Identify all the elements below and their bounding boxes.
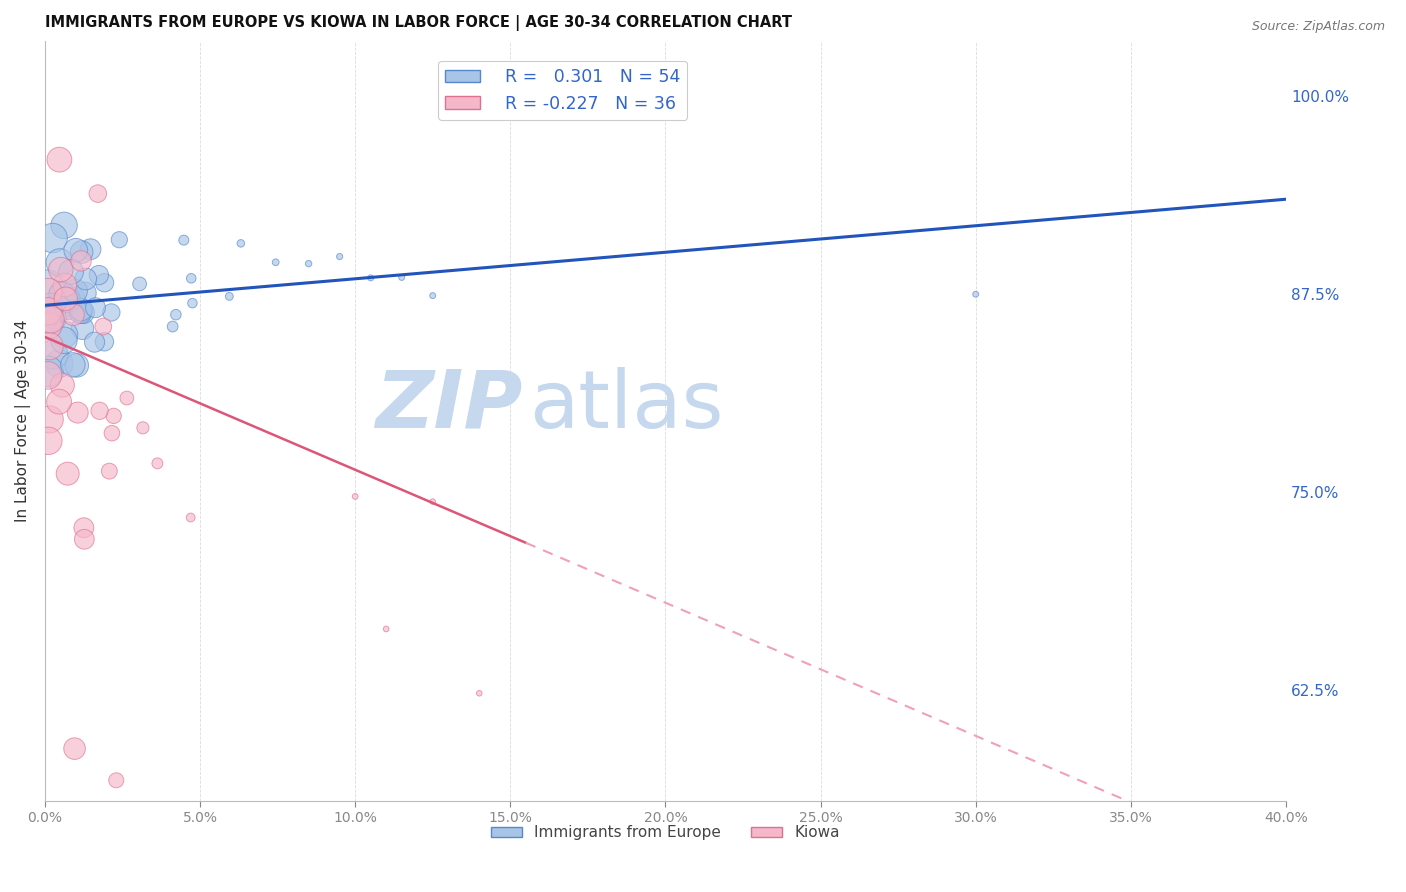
Point xyxy=(162,319,184,334)
Point xyxy=(375,622,398,636)
Point xyxy=(75,286,97,301)
Point xyxy=(48,394,70,409)
Point xyxy=(84,301,107,315)
Point xyxy=(42,347,65,361)
Point xyxy=(101,426,124,441)
Point xyxy=(146,456,169,470)
Point xyxy=(65,244,87,258)
Point xyxy=(422,494,444,508)
Text: ZIP: ZIP xyxy=(375,367,523,445)
Point xyxy=(132,421,155,435)
Point xyxy=(180,271,202,285)
Point xyxy=(75,272,97,286)
Point xyxy=(93,334,115,349)
Point xyxy=(37,309,59,323)
Point xyxy=(39,301,62,315)
Point xyxy=(173,233,195,247)
Point xyxy=(87,268,110,282)
Point xyxy=(63,741,86,756)
Point xyxy=(62,308,84,322)
Text: IMMIGRANTS FROM EUROPE VS KIOWA IN LABOR FORCE | AGE 30-34 CORRELATION CHART: IMMIGRANTS FROM EUROPE VS KIOWA IN LABOR… xyxy=(45,15,792,31)
Point xyxy=(48,153,70,167)
Point xyxy=(37,364,59,378)
Point xyxy=(53,278,76,293)
Point xyxy=(229,236,252,251)
Text: atlas: atlas xyxy=(529,367,723,445)
Point xyxy=(391,270,413,285)
Point xyxy=(115,391,138,405)
Point xyxy=(52,333,75,347)
Point xyxy=(72,305,94,319)
Point xyxy=(360,271,382,285)
Point xyxy=(56,300,79,314)
Point xyxy=(89,404,111,418)
Point xyxy=(37,285,59,299)
Point xyxy=(128,277,150,291)
Point xyxy=(70,302,93,317)
Point xyxy=(38,339,60,353)
Point xyxy=(422,288,444,302)
Point xyxy=(105,773,128,788)
Point xyxy=(344,490,367,504)
Point xyxy=(180,510,202,524)
Point xyxy=(93,276,115,290)
Point xyxy=(51,378,73,392)
Point xyxy=(37,316,59,330)
Point xyxy=(56,467,79,481)
Point xyxy=(38,412,60,426)
Point xyxy=(108,233,131,247)
Point xyxy=(60,265,83,279)
Point xyxy=(56,293,79,307)
Legend: Immigrants from Europe, Kiowa: Immigrants from Europe, Kiowa xyxy=(485,819,846,847)
Point xyxy=(66,359,89,373)
Point xyxy=(218,289,240,303)
Point xyxy=(51,288,73,302)
Point xyxy=(79,242,101,256)
Point xyxy=(62,293,84,307)
Point xyxy=(965,287,987,301)
Y-axis label: In Labor Force | Age 30-34: In Labor Force | Age 30-34 xyxy=(15,319,31,522)
Point xyxy=(45,301,67,316)
Point xyxy=(41,311,63,326)
Text: Source: ZipAtlas.com: Source: ZipAtlas.com xyxy=(1251,20,1385,33)
Point xyxy=(73,521,96,535)
Point xyxy=(91,319,114,334)
Point xyxy=(37,318,59,333)
Point xyxy=(55,292,77,306)
Point xyxy=(37,278,59,293)
Point xyxy=(37,434,59,448)
Point xyxy=(297,257,319,271)
Point xyxy=(49,255,72,269)
Point xyxy=(53,219,76,233)
Point xyxy=(49,262,72,277)
Point xyxy=(70,253,93,268)
Point xyxy=(51,287,73,301)
Point xyxy=(37,304,59,318)
Point xyxy=(48,357,70,371)
Point xyxy=(87,186,110,201)
Point xyxy=(468,686,491,700)
Point xyxy=(100,305,122,319)
Point xyxy=(98,464,121,478)
Point xyxy=(70,245,93,260)
Point xyxy=(165,308,187,322)
Point xyxy=(53,327,76,342)
Point xyxy=(83,335,105,350)
Point xyxy=(37,368,59,383)
Point xyxy=(103,409,125,423)
Point xyxy=(73,533,96,547)
Point xyxy=(62,358,84,372)
Point xyxy=(69,305,91,319)
Point xyxy=(329,250,352,264)
Point xyxy=(41,231,63,245)
Point xyxy=(65,284,87,298)
Point xyxy=(39,312,62,326)
Point xyxy=(66,406,89,420)
Point xyxy=(72,321,94,335)
Point xyxy=(181,296,204,310)
Point xyxy=(264,255,287,269)
